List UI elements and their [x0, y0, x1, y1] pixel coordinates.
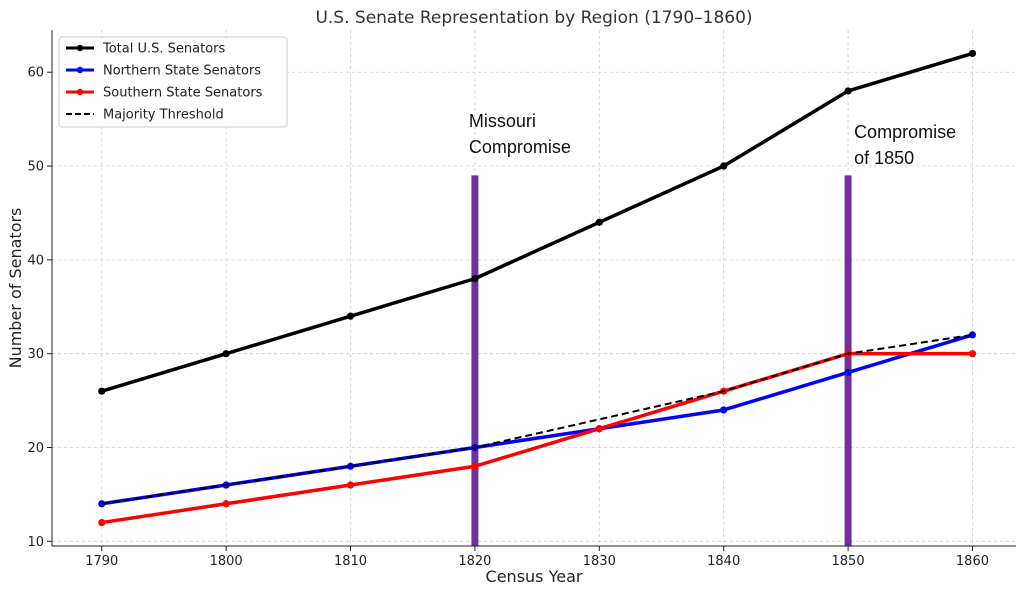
data-point: [595, 218, 603, 226]
legend: Total U.S. Senators Northern State Senato…: [58, 36, 288, 128]
y-tick-label: 20: [27, 441, 44, 456]
annotation-text: of 1850: [854, 148, 914, 168]
annotation-text: Missouri: [469, 111, 536, 131]
y-tick-label: 10: [27, 535, 44, 550]
data-point: [968, 350, 977, 358]
data-point: [346, 312, 355, 320]
series-line: [101, 333, 973, 506]
data-point: [844, 368, 852, 377]
series-majority-threshold: [101, 333, 973, 505]
legend-marker: [76, 66, 84, 74]
data-point: [595, 425, 603, 433]
legend-label: Total U.S. Senators: [102, 42, 226, 57]
x-tick-label: 1860: [956, 554, 989, 569]
data-point: [222, 350, 230, 358]
legend-marker: [76, 44, 84, 52]
y-axis-label: Number of Senators: [6, 208, 25, 369]
series-layer: [98, 49, 977, 527]
data-point: [471, 462, 479, 470]
chart-title: U.S. Senate Representation by Region (17…: [315, 8, 752, 28]
x-axis-label: Census Year: [486, 567, 583, 586]
legend-label: Majority Threshold: [103, 108, 224, 123]
y-tick-label: 30: [27, 347, 44, 362]
y-tick-label: 40: [27, 253, 44, 268]
legend-marker: [76, 88, 84, 96]
series-northern-state-senators: [98, 331, 977, 508]
series-line: [101, 51, 973, 393]
data-point: [968, 331, 977, 339]
legend-label: Southern State Senators: [103, 86, 263, 101]
data-point: [720, 162, 728, 170]
legend-box: [58, 36, 288, 128]
x-tick-label: 1830: [583, 554, 616, 569]
data-point: [720, 406, 728, 414]
annotation-text: Compromise: [469, 137, 571, 157]
annotation-text: Compromise: [854, 122, 956, 142]
annotations: Missouri Compromise Compromise of 1850: [469, 111, 956, 546]
ticks: 1790 1800 1810 1820 1830 1840 1850 1860 10 20 30 40…: [27, 66, 989, 569]
x-tick-label: 1820: [458, 554, 491, 569]
data-point: [968, 49, 977, 58]
x-tick-label: 1810: [334, 554, 367, 569]
series-total-u-s-senators: [98, 49, 977, 395]
axes: [51, 30, 1016, 547]
x-tick-label: 1800: [210, 554, 243, 569]
y-tick-label: 50: [27, 160, 44, 175]
data-point: [346, 462, 355, 470]
x-tick-label: 1850: [832, 554, 865, 569]
data-point: [844, 87, 852, 95]
data-point: [222, 500, 230, 508]
y-tick-label: 60: [27, 66, 44, 81]
data-point: [98, 518, 106, 527]
x-tick-label: 1790: [85, 554, 118, 569]
series-line: [101, 333, 973, 505]
x-tick-label: 1840: [707, 554, 740, 569]
data-point: [471, 275, 479, 283]
data-point: [98, 387, 106, 395]
legend-label: Northern State Senators: [103, 64, 261, 79]
data-point: [346, 481, 355, 489]
